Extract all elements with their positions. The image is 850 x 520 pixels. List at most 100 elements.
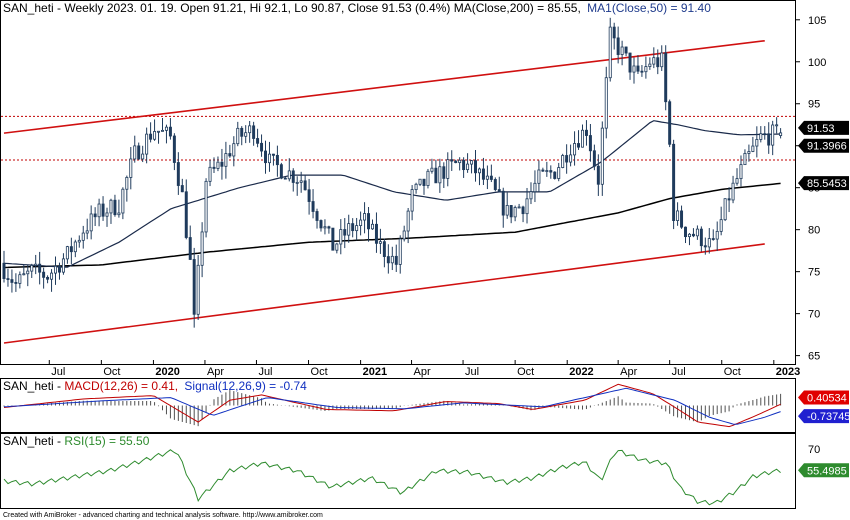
rsi-header-prefix: SAN_heti - (3, 434, 64, 448)
candle-body-185 (735, 178, 739, 184)
candle-body-142 (565, 155, 569, 163)
candle-body-186 (739, 164, 743, 180)
candle-body-84 (335, 243, 339, 251)
candle-body-98 (390, 255, 394, 264)
candle-body-3 (14, 282, 18, 284)
candle-body-62 (248, 125, 252, 134)
ma50-line (3, 120, 781, 268)
macd-panel-frame (0, 378, 796, 433)
candle-body-138 (549, 170, 553, 173)
candle-body-92 (367, 213, 371, 230)
candle-body-88 (351, 223, 355, 232)
price-tick-label-75: 75 (808, 267, 820, 279)
candle-body-151 (600, 127, 604, 185)
candle-body-18 (73, 241, 77, 253)
candles (2, 17, 783, 328)
candle-body-163 (648, 63, 652, 67)
candle-body-50 (200, 231, 204, 266)
candle-body-33 (133, 145, 137, 160)
time-axis: Jul Oct 2020 Apr Jul Oct 2021 Apr Jul Oct 2022 Apr J… (48, 360, 800, 378)
candle-body-105 (418, 178, 422, 185)
candle-body-164 (652, 57, 656, 65)
candle-body-110 (438, 166, 442, 184)
candle-body-119 (474, 160, 477, 174)
candle-body-100 (398, 238, 402, 265)
candle-body-118 (470, 160, 474, 165)
candle-body-61 (244, 132, 248, 137)
candle-body-152 (604, 77, 608, 129)
candle-body-8 (34, 263, 38, 266)
candle-body-34 (137, 145, 141, 160)
candle-body-12 (50, 272, 54, 280)
candle-body-196 (779, 132, 783, 136)
candle-body-46 (184, 191, 188, 238)
candle-body-6 (26, 270, 30, 275)
candle-body-87 (347, 223, 351, 236)
price-header: SAN_heti - Weekly 2023. 01. 19. Open 91.… (3, 1, 711, 15)
candle-body-49 (196, 264, 200, 315)
candle-body-59 (236, 127, 240, 145)
candle-body-23 (93, 213, 97, 218)
candle-body-129 (513, 207, 517, 218)
candle-body-70 (279, 164, 283, 179)
candle-body-30 (121, 188, 125, 214)
macd-header-macd: MACD(12,26) = 0.41, (64, 379, 178, 393)
candle-body-52 (208, 166, 212, 182)
candle-body-29 (117, 212, 121, 216)
macd-header-prefix: SAN_heti - (3, 379, 64, 393)
candle-body-69 (275, 154, 279, 166)
price-panel-frame (0, 0, 796, 365)
time-tick-label-11: Apr (620, 366, 637, 378)
candle-body-16 (65, 246, 69, 260)
candle-body-7 (30, 265, 34, 272)
footer-credit: Created with AmiBroker - advanced charti… (3, 512, 323, 519)
candle-body-137 (545, 170, 549, 172)
candle-body-109 (434, 167, 438, 184)
macd-line (3, 383, 781, 428)
candle-body-162 (644, 66, 648, 73)
price-tick-label-70: 70 (808, 309, 820, 321)
candle-body-155 (616, 37, 620, 55)
rsi-header: SAN_heti - RSI(15) = 55.50 (3, 434, 150, 448)
candle-body-40 (161, 129, 164, 132)
candle-body-97 (386, 256, 390, 264)
candle-body-126 (501, 190, 505, 216)
candle-body-107 (426, 170, 430, 186)
candle-body-120 (477, 168, 481, 174)
price-tick-label-100: 100 (808, 57, 826, 69)
candle-body-95 (378, 241, 382, 244)
time-tick-label-3: Apr (207, 366, 224, 378)
candle-body-57 (228, 153, 232, 157)
candle-body-66 (264, 150, 267, 164)
candle-body-149 (592, 150, 596, 167)
candle-body-178 (707, 238, 711, 248)
candle-body-175 (695, 228, 699, 237)
rsi-panel-frame (0, 433, 796, 509)
candle-body-169 (672, 143, 676, 221)
candle-body-99 (394, 255, 398, 265)
candle-body-21 (85, 230, 89, 234)
candle-body-64 (256, 138, 260, 144)
price-tick-label-105: 105 (808, 15, 826, 27)
candle-body-181 (719, 219, 723, 232)
candle-body-43 (172, 135, 176, 163)
horizontal-levels (1, 115, 796, 161)
candle-body-166 (660, 52, 664, 68)
macd-header: SAN_heti - MACD(12,26) = 0.41, Signal(12… (3, 379, 307, 393)
ma50-tag-label: 91.3966 (807, 141, 847, 153)
candle-body-150 (596, 165, 600, 185)
candle-body-172 (684, 226, 687, 238)
candle-body-108 (430, 167, 434, 172)
candle-body-27 (109, 199, 113, 214)
price-tick-label-65: 65 (808, 351, 820, 363)
candle-body-112 (446, 159, 450, 179)
candle-body-74 (295, 181, 299, 184)
price-header-info: SAN_heti - Weekly 2023. 01. 19. Open 91.… (3, 1, 581, 15)
rsi-tag: 55.4985 (798, 463, 849, 478)
candle-body-141 (561, 155, 565, 168)
candle-body-179 (711, 238, 715, 240)
candle-body-2 (10, 279, 14, 283)
candle-body-19 (77, 239, 81, 243)
candle-body-159 (632, 65, 636, 73)
